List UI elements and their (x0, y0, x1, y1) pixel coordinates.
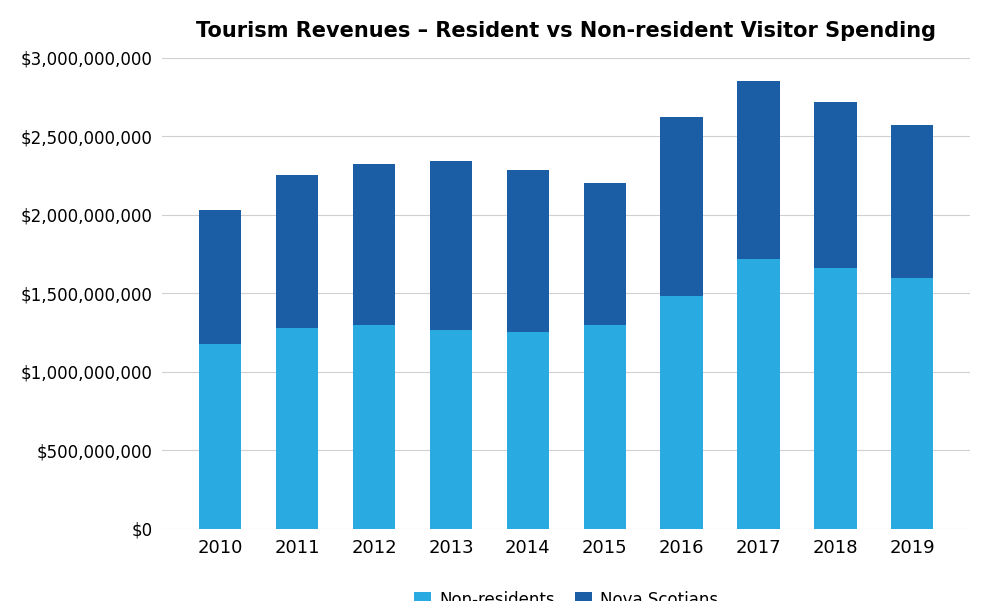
Legend: Non-residents, Nova Scotians: Non-residents, Nova Scotians (407, 584, 724, 601)
Bar (737, 81, 780, 258)
Bar (430, 330, 472, 529)
Bar (815, 102, 856, 268)
Bar (584, 183, 626, 326)
Bar (276, 328, 318, 529)
Bar (891, 278, 934, 529)
Bar (353, 325, 395, 529)
Bar (430, 161, 472, 330)
Bar (891, 125, 934, 278)
Bar (199, 344, 242, 529)
Title: Tourism Revenues – Resident vs Non-resident Visitor Spending: Tourism Revenues – Resident vs Non-resid… (196, 21, 936, 41)
Bar (660, 117, 703, 296)
Bar (276, 175, 318, 328)
Bar (815, 268, 856, 529)
Bar (660, 296, 703, 529)
Bar (584, 326, 626, 529)
Bar (353, 163, 395, 325)
Bar (737, 258, 780, 529)
Bar (506, 332, 549, 529)
Bar (199, 210, 242, 344)
Bar (506, 170, 549, 332)
